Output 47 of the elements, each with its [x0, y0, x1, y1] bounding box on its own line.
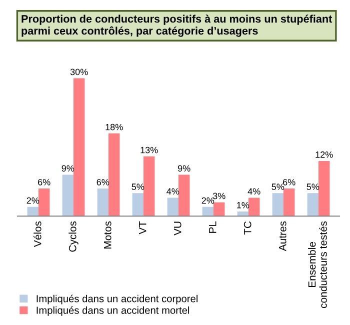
bar — [74, 78, 85, 216]
data-label: 2% — [26, 197, 40, 204]
data-label: 5% — [306, 184, 320, 190]
bar — [38, 188, 50, 216]
bar — [214, 202, 225, 216]
data-label: 9% — [178, 165, 190, 172]
data-label: 4% — [248, 188, 260, 195]
bar — [307, 193, 318, 216]
data-label: 1% — [237, 202, 250, 208]
bar — [144, 156, 155, 216]
bar — [284, 188, 295, 216]
data-label: 5% — [132, 184, 144, 190]
data-label: 6% — [96, 178, 110, 186]
bar — [272, 193, 284, 216]
bar — [202, 206, 214, 216]
x-tick-label: TC — [244, 221, 252, 235]
bar — [318, 160, 330, 216]
bar — [27, 206, 38, 216]
bar — [178, 174, 190, 216]
x-tick-label: Ensemble conducteurs testés — [308, 221, 327, 308]
data-label: 12% — [316, 151, 333, 158]
legend-label: Impliqués dans un accident corporel — [36, 294, 198, 304]
data-label: 9% — [62, 165, 74, 172]
bar — [132, 193, 144, 216]
data-label: 6% — [38, 178, 50, 186]
x-tick-label: PL — [209, 221, 216, 233]
x-tick-label: Autres — [279, 221, 286, 252]
bar — [248, 198, 260, 216]
legend-label: Impliqués dans un accident mortel — [36, 306, 190, 316]
data-label: 2% — [202, 197, 214, 204]
data-label: 6% — [283, 178, 296, 186]
x-tick-label: Motos — [104, 221, 112, 248]
data-label: 4% — [166, 188, 180, 195]
data-label: 5% — [272, 184, 284, 190]
bar — [97, 188, 108, 216]
x-tick-label: VU — [174, 222, 182, 236]
data-label: 13% — [140, 146, 158, 154]
bar — [167, 198, 178, 216]
data-label: 18% — [106, 124, 123, 130]
bar — [108, 133, 120, 216]
x-tick-label: VT — [139, 221, 146, 234]
data-label: 30% — [70, 68, 88, 76]
data-label: 3% — [212, 192, 226, 200]
bar — [62, 174, 74, 216]
x-tick-label: Cyclos — [68, 221, 78, 252]
chart-title: Proportion de conducteurs positifs à au moins un stupéfiant parmi ceux contrôlés, par catégorie d’usagers — [22, 14, 332, 37]
x-tick-label: Vélos — [34, 221, 42, 247]
